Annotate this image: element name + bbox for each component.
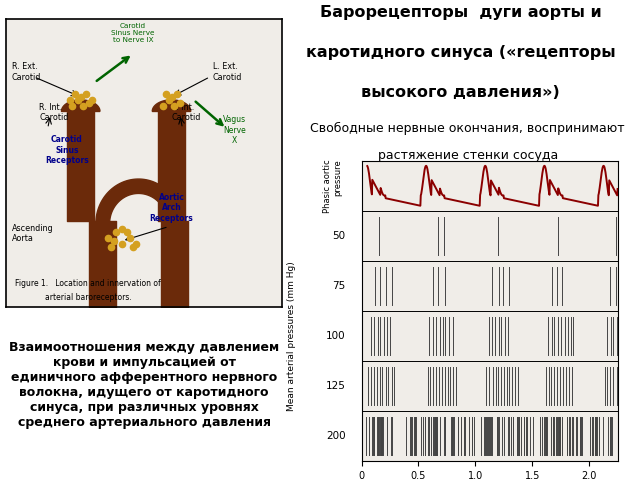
Text: растяжение стенки сосуда: растяжение стенки сосуда [378, 149, 558, 162]
Text: 75: 75 [332, 281, 346, 291]
Text: каротидного синуса («rецепторы: каротидного синуса («rецепторы [306, 45, 616, 60]
Text: L. Ext.
Carotid: L. Ext. Carotid [213, 62, 242, 82]
Text: 200: 200 [326, 431, 346, 441]
Text: 125: 125 [326, 381, 346, 391]
Text: Взаимоотношения между давлением
крови и импульсацией от
единичного афферентного : Взаимоотношения между давлением крови и … [9, 341, 279, 430]
Polygon shape [96, 179, 181, 224]
Text: Figure 1.   Location and innervation of: Figure 1. Location and innervation of [15, 278, 161, 288]
Text: 50: 50 [332, 231, 346, 241]
Text: Барорецепторы  дуги аорты и: Барорецепторы дуги аорты и [320, 5, 602, 20]
Polygon shape [152, 100, 191, 111]
Text: высокого давления»): высокого давления») [362, 85, 560, 100]
Text: R. Ext.
Carotid: R. Ext. Carotid [12, 62, 41, 82]
Text: Carotid
Sinus
Receptors: Carotid Sinus Receptors [45, 135, 89, 165]
Text: Aortic
Arch
Receptors: Aortic Arch Receptors [150, 193, 193, 223]
Text: 100: 100 [326, 331, 346, 341]
Text: arterial baroreceptors.: arterial baroreceptors. [45, 293, 132, 302]
Text: Mean arterial pressures (mm Hg): Mean arterial pressures (mm Hg) [287, 261, 296, 411]
Text: L. Int.
Carotid: L. Int. Carotid [172, 103, 201, 122]
Polygon shape [61, 100, 100, 111]
Text: Vagus
Nerve
X: Vagus Nerve X [223, 115, 246, 145]
Text: Ascending
Aorta: Ascending Aorta [12, 224, 54, 243]
Text: R. Int.
Carotid: R. Int. Carotid [40, 103, 68, 122]
Text: Свободные нервные окончания, воспринимают: Свободные нервные окончания, воспринимаю… [310, 122, 625, 135]
Text: Phasic aortic
pressure: Phasic aortic pressure [323, 159, 342, 213]
Text: Carotid
Sinus Nerve
to Nerve IX: Carotid Sinus Nerve to Nerve IX [111, 23, 155, 43]
